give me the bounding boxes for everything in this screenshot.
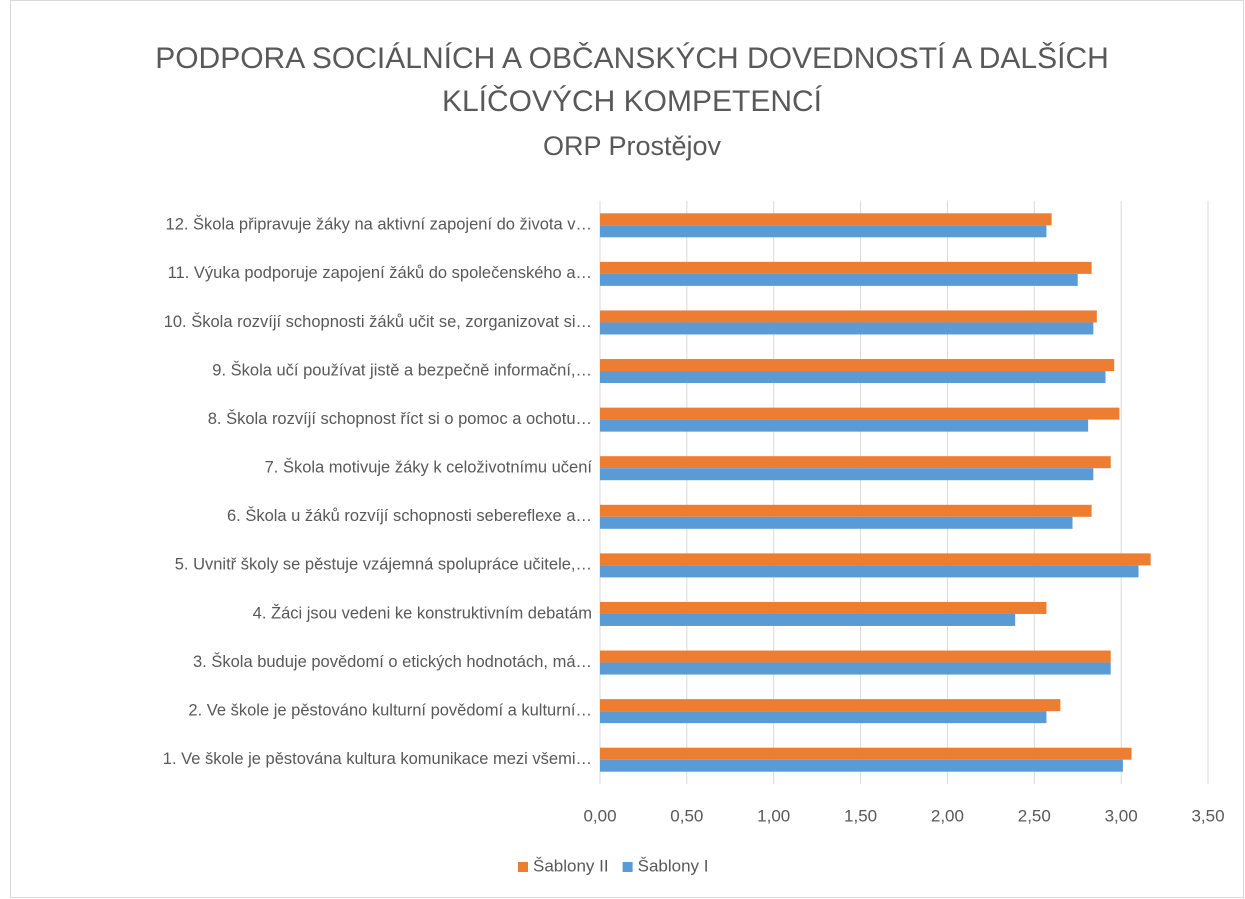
bar	[600, 359, 1115, 372]
bar	[600, 650, 1111, 663]
y-tick-label: 10. Škola rozvíjí schopnosti žáků učit s…	[164, 312, 592, 331]
bar	[600, 371, 1106, 384]
y-tick-label: 9. Škola učí používat jistě a bezpečně i…	[212, 360, 592, 379]
bar	[600, 261, 1092, 274]
legend-swatch	[518, 862, 528, 872]
bar	[600, 419, 1089, 432]
bar	[600, 711, 1047, 724]
y-tick-label: 5. Uvnitř školy se pěstuje vzájemná spol…	[175, 556, 592, 574]
bar	[600, 759, 1123, 772]
bar	[600, 516, 1073, 529]
legend-swatch	[622, 862, 633, 872]
bar	[600, 213, 1052, 226]
y-tick-label: 7. Škola motivuje žáky k celoživotnímu u…	[265, 458, 593, 477]
bar	[600, 553, 1151, 566]
x-tick-label: 1,50	[844, 806, 877, 825]
bar	[600, 456, 1111, 469]
x-tick-label: 2,00	[931, 806, 964, 825]
x-tick-label: 3,50	[1191, 806, 1224, 825]
bar	[600, 468, 1094, 481]
bar	[600, 699, 1061, 712]
bar	[600, 225, 1047, 238]
y-tick-label: 4. Žáci jsou vedeni ke konstruktivním de…	[253, 603, 592, 622]
x-tick-label: 0,00	[583, 806, 616, 825]
y-tick-label: 6. Škola u žáků rozvíjí schopnosti seber…	[227, 506, 592, 525]
y-tick-label: 8. Škola rozvíjí schopnost říct si o pom…	[208, 409, 592, 428]
bar	[600, 662, 1111, 675]
bar	[600, 613, 1016, 626]
y-tick-label: 11. Výuka podporuje zapojení žáků do spo…	[168, 264, 592, 282]
x-tick-label: 3,00	[1105, 806, 1138, 825]
bar	[600, 273, 1078, 286]
legend-label: Šablony II	[533, 856, 609, 875]
bar	[600, 747, 1132, 760]
y-tick-label: 12. Škola připravuje žáky na aktivní zap…	[166, 215, 592, 234]
bar	[600, 310, 1097, 323]
chart-subtitle: ORP Prostějov	[543, 131, 722, 161]
chart-title: KLÍČOVÝCH KOMPETENCÍ	[442, 84, 823, 118]
y-tick-label: 1. Ve škole je pěstována kultura komunik…	[163, 750, 592, 768]
x-tick-label: 0,50	[670, 806, 703, 825]
legend-label: Šablony I	[638, 856, 709, 875]
chart-title: PODPORA SOCIÁLNÍCH A OBČANSKÝCH DOVEDNOS…	[155, 41, 1109, 75]
x-tick-label: 1,00	[757, 806, 790, 825]
bar	[600, 504, 1092, 517]
bar	[600, 407, 1120, 420]
y-tick-label: 3. Škola buduje povědomí o etických hodn…	[193, 652, 592, 671]
bar	[600, 565, 1139, 578]
bar	[600, 322, 1094, 335]
y-tick-label: 2. Ve škole je pěstováno kulturní povědo…	[188, 701, 592, 719]
bar	[600, 601, 1047, 614]
x-tick-label: 2,50	[1018, 806, 1051, 825]
